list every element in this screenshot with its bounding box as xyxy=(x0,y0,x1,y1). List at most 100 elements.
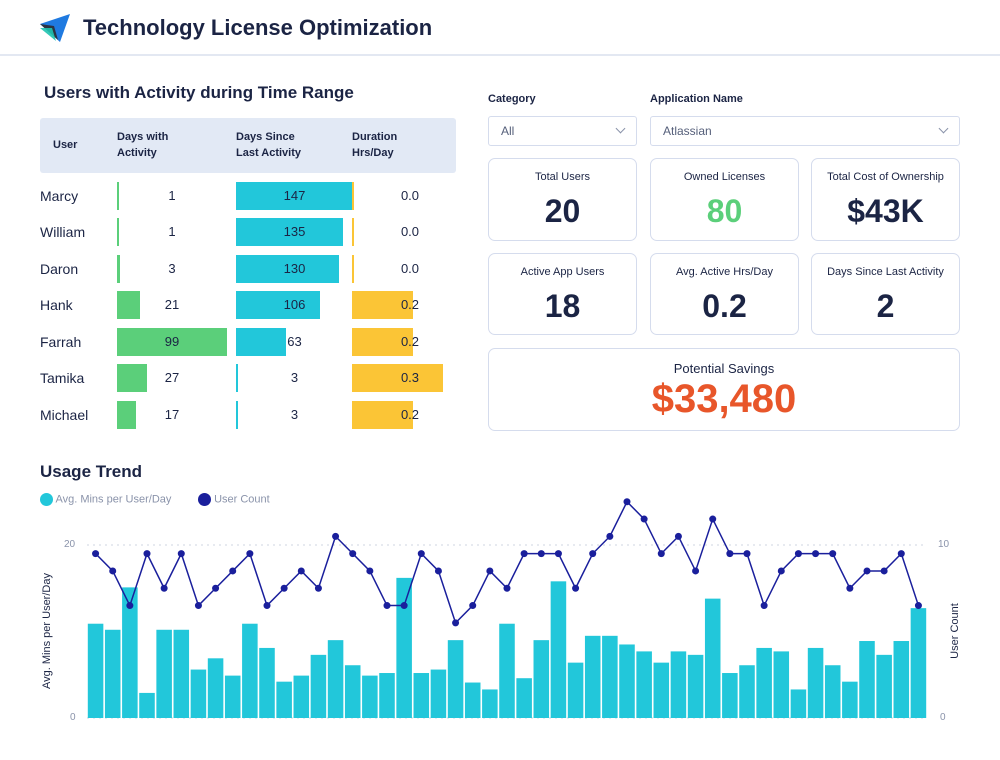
duration-value: 0.3 xyxy=(400,370,420,385)
user-count-point xyxy=(777,567,785,575)
duration-bar xyxy=(352,328,413,356)
user-count-point xyxy=(709,515,717,523)
user-count-point xyxy=(263,602,271,610)
table-row: Marcy 1 147 0.0 xyxy=(40,182,470,210)
page-title: Technology License Optimization xyxy=(83,15,433,40)
days-with-value: 99 xyxy=(164,334,180,349)
kpi-label: Owned Licenses xyxy=(683,171,766,183)
y-tick: 20 xyxy=(64,539,76,550)
usage-bar xyxy=(602,635,618,718)
usage-bar xyxy=(396,577,412,718)
usage-bar xyxy=(910,608,927,718)
y2-tick: 10 xyxy=(938,539,950,550)
usage-bar xyxy=(619,644,635,718)
table-title: Users with Activity during Time Range xyxy=(44,83,354,102)
legend-label: Avg. Mins per User/Day xyxy=(55,493,172,506)
days-since-bar xyxy=(236,255,340,283)
user-name: Hank xyxy=(40,297,73,313)
user-name: Tamika xyxy=(40,370,85,386)
header: Technology License Optimization xyxy=(0,0,1000,56)
usage-bar xyxy=(379,673,395,718)
days-since-bar xyxy=(236,182,353,210)
duration-cell: 0.0 xyxy=(352,218,468,246)
days-with-cell: 1 xyxy=(117,182,227,210)
usage-bar xyxy=(327,640,344,718)
usage-bar xyxy=(584,635,601,718)
user-count-point xyxy=(880,567,888,575)
usage-bar xyxy=(739,665,755,718)
duration-bar xyxy=(352,401,413,429)
user-count-point xyxy=(452,619,460,627)
usage-bar xyxy=(893,641,910,718)
table-row: Daron 3 130 0.0 xyxy=(40,255,470,283)
usage-bar xyxy=(499,623,515,718)
col-days-since[interactable]: Days Since Last Activity xyxy=(236,131,302,159)
kpi-value: 80 xyxy=(706,193,743,229)
user-count-point xyxy=(589,550,597,558)
chart-title: Usage Trend xyxy=(40,462,143,481)
duration-bar xyxy=(352,218,354,246)
user-count-point xyxy=(280,584,288,592)
chevron-down-icon xyxy=(938,123,949,134)
days-with-value: 21 xyxy=(164,297,180,312)
user-name: Daron xyxy=(40,261,79,277)
user-count-point xyxy=(486,567,494,575)
kpi-label: Days Since Last Activity xyxy=(827,266,944,278)
days-with-value: 27 xyxy=(164,370,180,385)
logo-icon xyxy=(40,14,70,42)
application-dropdown[interactable]: Atlassian xyxy=(650,116,960,146)
app-label: Application Name xyxy=(650,93,743,105)
days-since-cell: 106 xyxy=(236,291,353,319)
user-count-point xyxy=(674,532,682,540)
usage-bar xyxy=(122,587,138,718)
kpi-active-users: Active App Users 18 xyxy=(488,253,637,335)
duration-value: 0.2 xyxy=(400,407,420,422)
user-count-point xyxy=(92,550,100,558)
duration-bar xyxy=(352,291,413,319)
user-count-point xyxy=(657,550,665,558)
days-with-cell: 3 xyxy=(117,255,227,283)
usage-bar xyxy=(430,669,447,718)
days-with-bar xyxy=(117,364,147,392)
col-user[interactable]: User xyxy=(53,139,78,151)
col-days-with[interactable]: Days with Activity xyxy=(117,131,169,159)
usage-bar xyxy=(173,629,190,718)
user-count-point xyxy=(554,550,562,558)
days-with-cell: 17 xyxy=(117,401,227,429)
usage-bar xyxy=(293,675,310,718)
user-count-point xyxy=(503,584,511,592)
user-count-line xyxy=(95,500,920,625)
y-tick: 0 xyxy=(70,712,76,723)
user-count-point xyxy=(640,515,648,523)
kpi-value: 20 xyxy=(544,193,581,229)
kpi-days-since: Days Since Last Activity 2 xyxy=(811,253,960,335)
user-name: Marcy xyxy=(40,188,79,204)
usage-bar xyxy=(310,654,327,718)
legend-item-users[interactable]: User Count xyxy=(198,493,270,506)
usage-bar xyxy=(139,692,155,718)
days-since-bar xyxy=(236,291,321,319)
usage-bar xyxy=(224,675,241,718)
days-since-cell: 130 xyxy=(236,255,353,283)
user-count-point xyxy=(126,602,134,610)
user-count-point xyxy=(160,584,168,592)
usage-bar xyxy=(516,678,532,718)
user-count-point xyxy=(212,584,220,592)
application-value: Atlassian xyxy=(663,124,712,138)
table-row: Farrah 99 63 0.2 xyxy=(40,328,470,356)
usage-bar xyxy=(807,647,824,718)
usage-bar xyxy=(687,654,704,718)
kpi-total-cost: Total Cost of Ownership $43K xyxy=(811,158,960,241)
days-since-cell: 3 xyxy=(236,401,353,429)
user-count-point xyxy=(520,550,528,558)
legend-item-mins[interactable]: Avg. Mins per User/Day xyxy=(40,493,171,506)
days-since-value: 63 xyxy=(287,334,302,349)
days-with-value: 3 xyxy=(168,261,176,276)
days-with-cell: 1 xyxy=(117,218,227,246)
user-count-point xyxy=(434,567,442,575)
category-dropdown[interactable]: All xyxy=(488,116,637,146)
col-duration[interactable]: Duration Hrs/Day xyxy=(352,131,398,159)
usage-bar xyxy=(533,640,550,718)
usage-bar xyxy=(207,658,224,718)
user-count-point xyxy=(109,567,117,575)
